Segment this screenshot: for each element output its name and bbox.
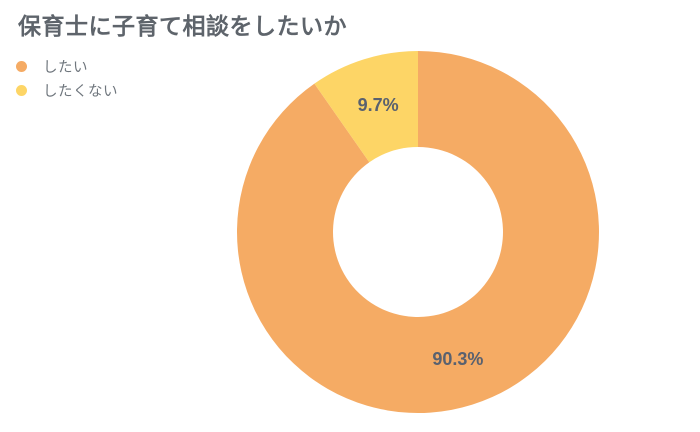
legend-swatch-shitai-icon [16, 60, 27, 72]
legend-label-shitakunai: したくない [43, 83, 118, 100]
legend-item-shitakunai: したくない [16, 78, 118, 102]
legend-label-shitai: したい [43, 59, 88, 76]
donut-slice-1 [314, 51, 418, 163]
chart-title: 保育士に子育て相談をしたいか [18, 13, 347, 39]
legend: したい したくない [16, 54, 118, 102]
slice-label-0: 90.3% [432, 349, 483, 369]
donut-slice-0 [236, 51, 599, 413]
legend-swatch-shitakunai-icon [16, 84, 27, 96]
slice-label-1: 9.7% [358, 95, 399, 115]
legend-item-shitai: したい [16, 54, 118, 78]
